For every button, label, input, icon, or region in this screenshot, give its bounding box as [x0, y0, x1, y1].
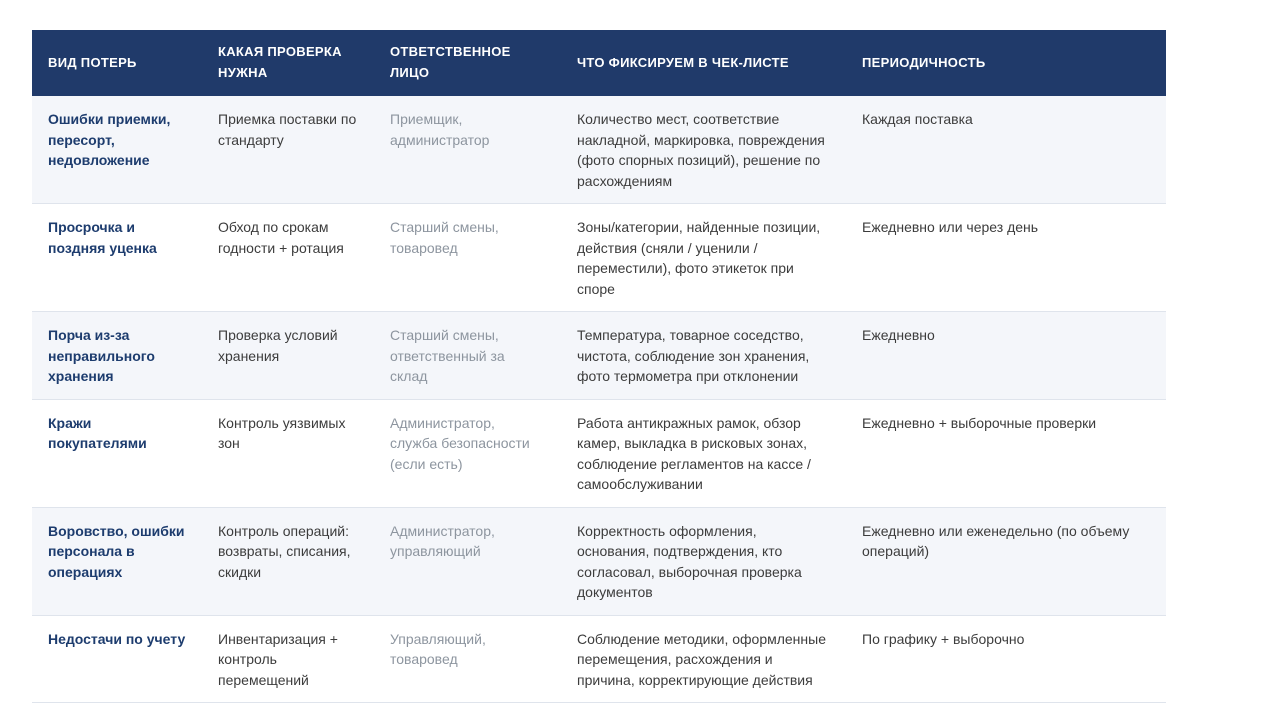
cell-check-needed: Контроль уязвимых зон [202, 399, 374, 508]
cell-responsible-person: Старший смены, ответственный за склад [374, 311, 561, 400]
cell-periodicity: Ежедневно или еженедельно (по объему опе… [846, 507, 1166, 616]
cell-checklist-items: Соблюдение методики, оформленные перемещ… [561, 615, 846, 703]
table-row: Просрочка и поздняя уценка Обход по срок… [32, 203, 1166, 312]
cell-periodicity: Ежедневно [846, 311, 1166, 400]
cell-loss-type: Просрочка и поздняя уценка [32, 203, 202, 312]
cell-responsible-person: Администратор, служба безопасности (если… [374, 399, 561, 508]
table-row: Ошибки приемки, пересорт, недовложение П… [32, 96, 1166, 204]
header-row: ВИД ПОТЕРЬ КАКАЯ ПРОВЕРКА НУЖНА ОТВЕТСТВ… [32, 30, 1166, 96]
cell-responsible-person: Приемщик, администратор [374, 96, 561, 204]
cell-periodicity: Ежедневно + выборочные проверки [846, 399, 1166, 508]
column-header-responsible-person: ОТВЕТСТВЕННОЕ ЛИЦО [374, 30, 561, 96]
table-row: Воровство, ошибки персонала в операциях … [32, 507, 1166, 616]
table-header: ВИД ПОТЕРЬ КАКАЯ ПРОВЕРКА НУЖНА ОТВЕТСТВ… [32, 30, 1166, 96]
cell-checklist-items: Количество мест, соответствие накладной,… [561, 96, 846, 204]
cell-responsible-person: Управляющий, товаровед [374, 615, 561, 703]
table-body: Ошибки приемки, пересорт, недовложение П… [32, 96, 1166, 703]
cell-loss-type: Кражи покупателями [32, 399, 202, 508]
table-row: Недостачи по учету Инвентаризация + конт… [32, 615, 1166, 703]
cell-loss-type: Недостачи по учету [32, 615, 202, 703]
cell-checklist-items: Корректность оформления, основания, подт… [561, 507, 846, 616]
cell-loss-type: Ошибки приемки, пересорт, недовложение [32, 96, 202, 204]
column-header-periodicity: ПЕРИОДИЧНОСТЬ [846, 30, 1166, 96]
losses-table: ВИД ПОТЕРЬ КАКАЯ ПРОВЕРКА НУЖНА ОТВЕТСТВ… [32, 30, 1166, 703]
column-header-loss-type: ВИД ПОТЕРЬ [32, 30, 202, 96]
column-header-check-needed: КАКАЯ ПРОВЕРКА НУЖНА [202, 30, 374, 96]
cell-check-needed: Контроль операций: возвраты, списания, с… [202, 507, 374, 616]
cell-check-needed: Обход по срокам годности + ротация [202, 203, 374, 312]
cell-periodicity: Ежедневно или через день [846, 203, 1166, 312]
cell-loss-type: Порча из-за неправильного хранения [32, 311, 202, 400]
cell-checklist-items: Зоны/категории, найденные позиции, дейст… [561, 203, 846, 312]
cell-periodicity: Каждая поставка [846, 96, 1166, 204]
table-row: Порча из-за неправильного хранения Прове… [32, 311, 1166, 400]
cell-check-needed: Проверка условий хранения [202, 311, 374, 400]
table-row: Кражи покупателями Контроль уязвимых зон… [32, 399, 1166, 508]
cell-checklist-items: Температура, товарное соседство, чистота… [561, 311, 846, 400]
cell-checklist-items: Работа антикражных рамок, обзор камер, в… [561, 399, 846, 508]
cell-check-needed: Приемка поставки по стандарту [202, 96, 374, 204]
cell-responsible-person: Старший смены, товаровед [374, 203, 561, 312]
cell-periodicity: По графику + выборочно [846, 615, 1166, 703]
cell-loss-type: Воровство, ошибки персонала в операциях [32, 507, 202, 616]
cell-check-needed: Инвентаризация + контроль перемещений [202, 615, 374, 703]
column-header-checklist-items: ЧТО ФИКСИРУЕМ В ЧЕК-ЛИСТЕ [561, 30, 846, 96]
cell-responsible-person: Администратор, управляющий [374, 507, 561, 616]
